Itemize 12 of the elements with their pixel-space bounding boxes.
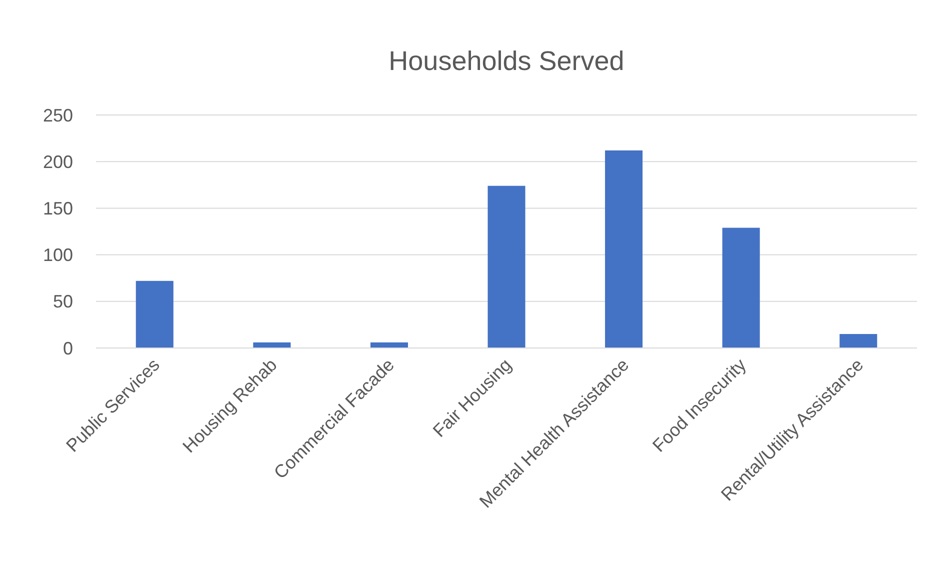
- y-tick-label: 200: [42, 152, 73, 172]
- bar: [605, 150, 643, 348]
- bar: [722, 228, 760, 348]
- y-tick-label: 100: [42, 245, 73, 266]
- bar: [488, 186, 526, 348]
- y-tick-label: 250: [42, 105, 73, 126]
- bar: [840, 334, 878, 348]
- y-tick-label: 0: [62, 338, 73, 358]
- y-tick-label: 150: [42, 198, 73, 218]
- chart-title: Households Served: [388, 46, 624, 76]
- y-tick-label: 50: [52, 292, 73, 312]
- bar: [136, 280, 174, 348]
